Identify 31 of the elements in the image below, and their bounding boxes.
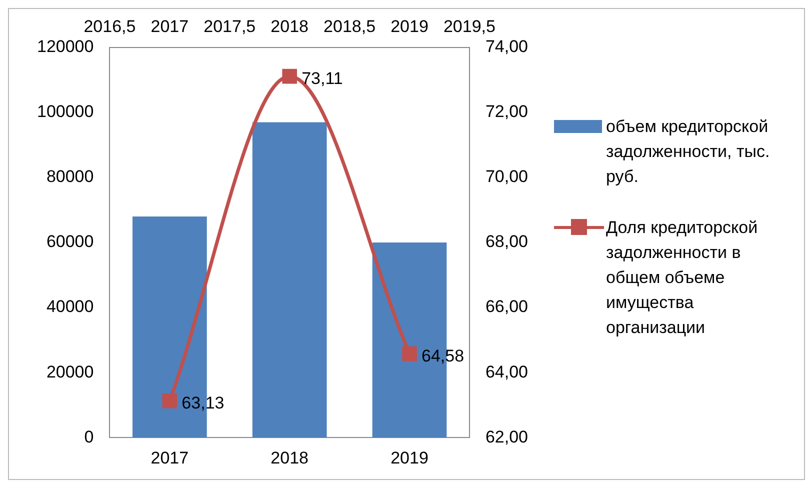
y2-tick-label: 64,00: [485, 362, 528, 382]
y2-tick-label: 74,00: [485, 37, 528, 56]
x2-tick-label: 2017,5: [204, 16, 256, 36]
y-tick-label: 80000: [46, 167, 94, 186]
point: [282, 68, 297, 84]
x2-tick-label: 2017: [150, 16, 189, 36]
x2-tick-label: 2018: [270, 16, 309, 36]
legend-label: объем кредиторской задолженности, тыс. руб.: [606, 116, 771, 188]
bar: [252, 122, 327, 438]
x2-tick-label: 2018,5: [324, 16, 376, 36]
y2-tick-label: 72,00: [485, 102, 528, 122]
x-tick-label: 2017: [150, 448, 189, 468]
point: [402, 346, 417, 362]
data-label: 73,11: [302, 69, 343, 88]
y2-tick-label: 68,00: [485, 232, 528, 252]
y-tick-label: 0: [84, 427, 94, 446]
y2-tick-label: 62,00: [485, 427, 528, 446]
y-tick-label: 60000: [46, 232, 94, 252]
y-tick-label: 20000: [46, 362, 94, 382]
x-tick-label: 2019: [390, 448, 428, 468]
x2-tick-label: 2016,5: [84, 16, 136, 36]
legend-label: Доля кредиторской задолженности в общем объеме имущества организации: [606, 217, 759, 339]
y-tick-label: 40000: [46, 297, 94, 316]
y2-tick-label: 66,00: [485, 297, 528, 316]
point: [162, 393, 178, 408]
y-tick-label: 100000: [36, 102, 94, 122]
x-tick-label: 2018: [270, 448, 309, 468]
x2-tick-label: 2019: [390, 16, 428, 36]
y2-tick-label: 70,00: [485, 167, 528, 186]
y-tick-label: 120000: [36, 37, 94, 56]
x2-tick-label: 2019,5: [443, 16, 496, 36]
